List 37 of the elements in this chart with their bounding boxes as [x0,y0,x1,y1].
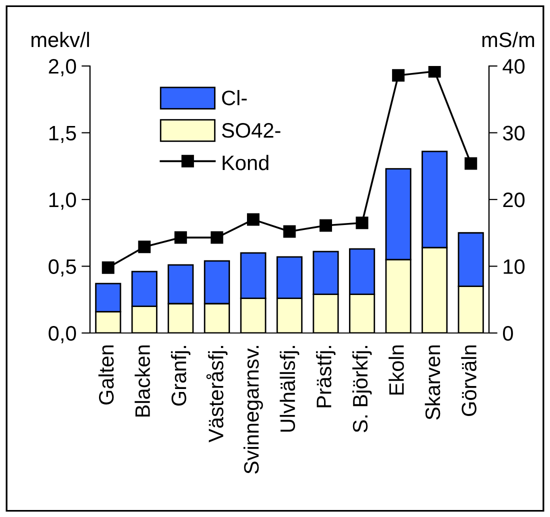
y2-tick-label: 0 [503,326,513,341]
x-tick-label: Ulvhällsfj. [280,346,300,432]
point [320,219,332,232]
x-tick-label: Svinnegarnsv. [244,346,263,474]
point [174,231,187,244]
x-tick-label: Galten [98,345,114,404]
y2-axis-title: mS/m [482,32,534,48]
point [428,66,441,78]
y2-tick-label: 40 [502,59,525,74]
y-tick-label: 0,5 [48,259,76,276]
y2-tick-label: 30 [502,126,525,141]
x-tick-label: Ekoln [388,345,404,395]
point [356,216,368,230]
x-tick-label: Granfj. [170,346,190,406]
point [283,225,296,238]
legend-label: Cl- [222,90,247,106]
x-tick-label: Görväln [461,345,476,416]
point [246,213,260,226]
point [102,261,114,274]
y-tick-label: 1,5 [49,126,76,143]
legend-label: SO42- [222,123,280,138]
x-tick-label: S. Björkfj. [352,346,372,432]
legend-label: Kond [222,154,268,170]
y2-tick-label: 20 [503,192,525,208]
point [392,69,405,82]
y-tick-label: 2,0 [48,59,76,76]
point [464,157,478,170]
point [210,231,224,244]
y-tick-label: 1,0 [49,192,76,210]
x-tick-label: Prästfj. [316,346,336,408]
y2-tick-label: 10 [504,259,525,274]
x-tick-label: Skarven [424,345,440,420]
point [138,240,151,254]
y-axis-title: mekv/l [32,32,89,48]
y-tick-label: 0,0 [48,326,76,344]
x-tick-label: Västeråsfj. [206,346,228,442]
x-tick-label: Blacken [134,345,150,417]
